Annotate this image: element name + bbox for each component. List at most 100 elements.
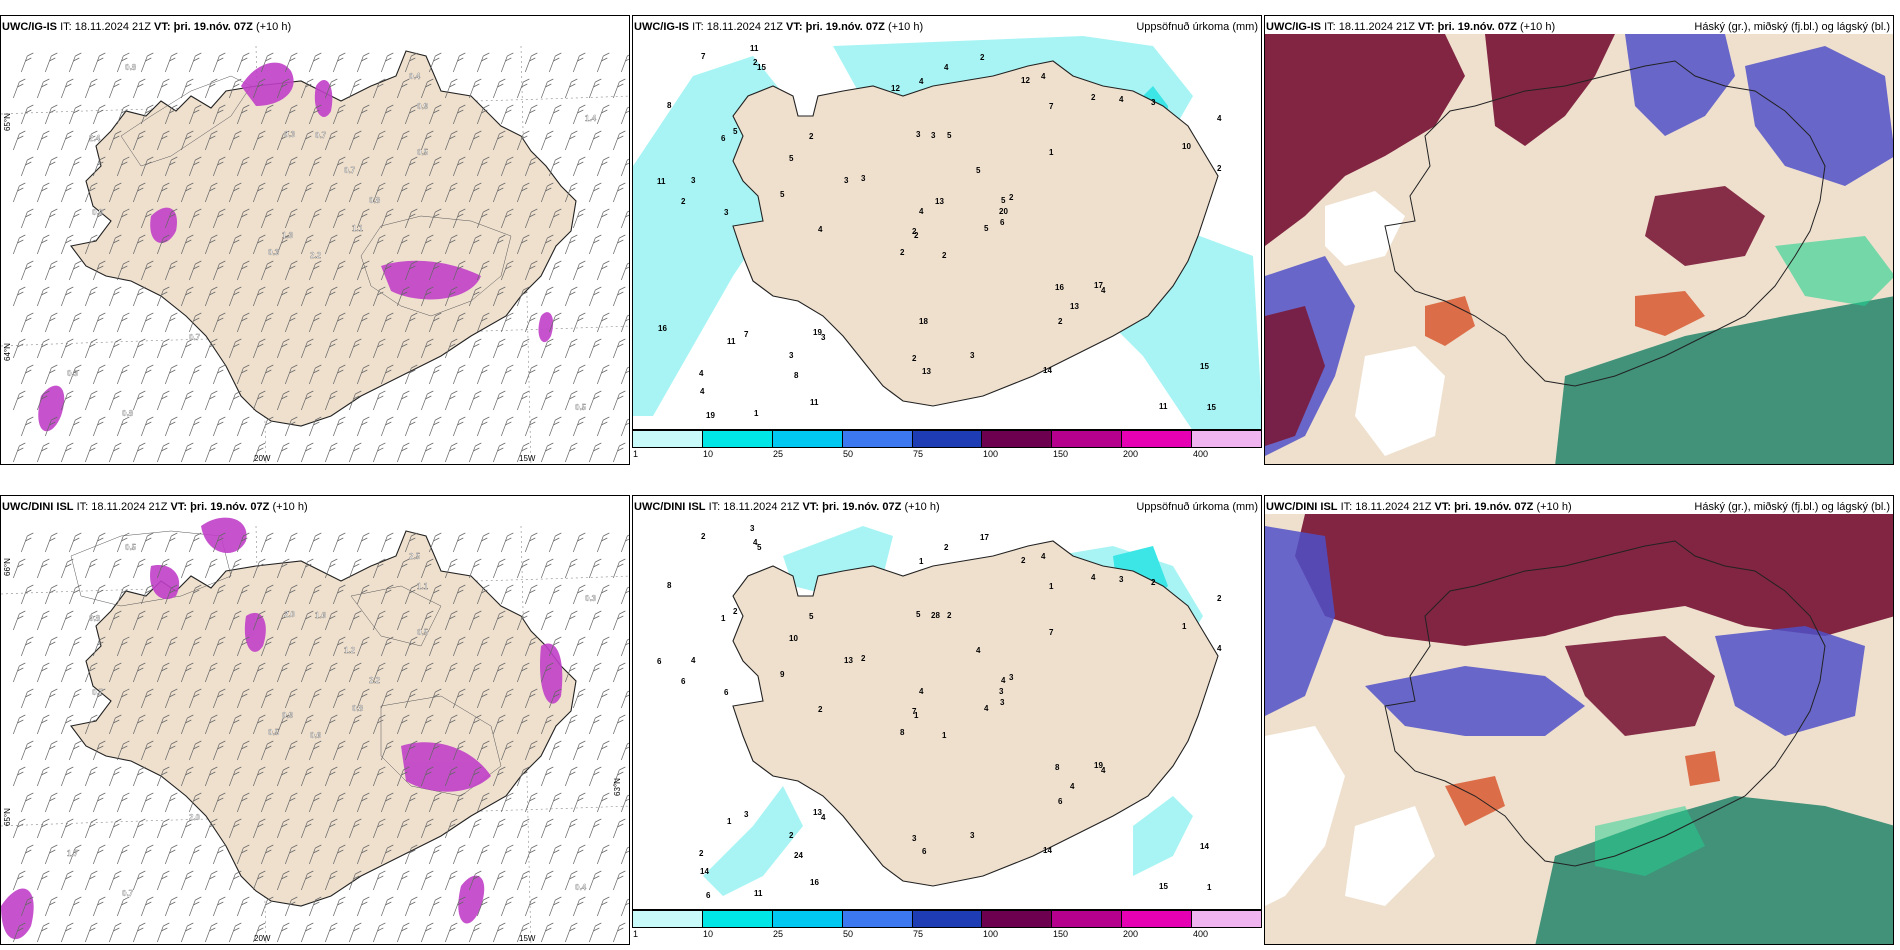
wind-barb [348, 442, 362, 463]
wind-barb [12, 338, 26, 359]
wind-barb [396, 714, 410, 735]
wind-barb [300, 442, 314, 463]
wind-barb [540, 922, 554, 943]
wind-barb [492, 662, 506, 683]
wind-barb [68, 688, 82, 709]
wind-barb [212, 364, 226, 385]
wind-barb [476, 844, 490, 865]
wind-barb [612, 130, 626, 151]
wind-barb [252, 610, 266, 631]
wind-barb [212, 896, 226, 917]
wind-barb [476, 636, 490, 657]
map-value-label: 2 [1217, 594, 1222, 603]
bottom-mid-map: UWC/DINI ISL IT: 18.11.2024 21Z VT: þri.… [632, 495, 1262, 910]
wind-barb [204, 766, 218, 787]
map-value-label: 2 [699, 849, 704, 858]
wind-barb [348, 234, 362, 255]
wind-barb [428, 636, 442, 657]
wind-barb [572, 260, 586, 281]
colorbar-tick-label: 150 [1053, 449, 1069, 459]
wind-barb [180, 182, 194, 203]
wind-barb [588, 442, 602, 463]
map-value-label: 4 [1001, 676, 1006, 685]
wind-barb [84, 234, 98, 255]
bottom-right-map: UWC/DINI ISL IT: 18.11.2024 21Z VT: þri.… [1264, 495, 1894, 945]
map-value-label: 4 [1101, 286, 1106, 295]
wind-barb [596, 792, 610, 813]
wind-barb [564, 766, 578, 787]
map-value-label: 0.9 [92, 208, 104, 217]
wind-barb [228, 286, 242, 307]
wind-barb [596, 52, 610, 73]
wind-barb [548, 104, 562, 125]
wind-barb [548, 532, 562, 553]
map-value-label: 4 [919, 77, 924, 86]
wind-barb [620, 846, 629, 865]
wind-barb [188, 792, 202, 813]
map-value-label: 0.5 [268, 728, 280, 737]
wind-barb [420, 286, 434, 307]
wind-barb [612, 714, 626, 735]
map-value-label: 2 [701, 532, 706, 541]
wind-barb [68, 156, 82, 177]
wind-barb [68, 584, 82, 605]
wind-barb [44, 260, 58, 281]
wind-barb [564, 182, 578, 203]
bottom-left-map: UWC/DINI ISL IT: 18.11.2024 21Z VT: þri.… [0, 495, 630, 945]
wind-barb [476, 364, 490, 385]
wind-barb [308, 688, 322, 709]
wind-barb [524, 416, 538, 437]
wind-barb [68, 844, 82, 865]
top-mid-panel: UWC/IG-IS IT: 18.11.2024 21Z VT: þri. 19… [632, 15, 1262, 465]
wind-barb [260, 364, 274, 385]
wind-barb [524, 636, 538, 657]
wind-barb [228, 870, 242, 891]
wind-barb [68, 52, 82, 73]
wind-barb [372, 286, 386, 307]
wind-barb [396, 766, 410, 787]
wind-barb [324, 286, 338, 307]
wind-barb [36, 390, 50, 411]
map-value-label: 3 [691, 176, 696, 185]
wind-barb [380, 156, 394, 177]
wind-barb [404, 688, 418, 709]
wind-barb [548, 364, 562, 385]
precip-colorbar: 1 10 25 50 75 100 150 200 400 [632, 430, 1262, 460]
wind-barb [324, 78, 338, 99]
wind-barb [444, 390, 458, 411]
wind-barb [428, 896, 442, 917]
wind-barb [68, 364, 82, 385]
wind-barb [372, 766, 386, 787]
map-value-label: 4 [818, 225, 823, 234]
wind-barb [428, 260, 442, 281]
iceland-landmass [732, 60, 1219, 407]
map-value-label: 0.5 [417, 148, 429, 157]
wind-barb [228, 182, 242, 203]
wind-barb [116, 364, 130, 385]
wind-barb [540, 766, 554, 787]
wind-barb [380, 208, 394, 229]
map-value-label: 2 [681, 197, 686, 206]
wind-barb [452, 52, 466, 73]
wind-barb [324, 390, 338, 411]
map-value-label: 0.8 [369, 196, 381, 205]
wind-barb [140, 416, 154, 437]
top-mid-header: UWC/IG-IS IT: 18.11.2024 21Z VT: þri. 19… [634, 21, 1258, 33]
wind-barb [540, 662, 554, 683]
wind-barb [188, 104, 202, 125]
wind-barb [140, 364, 154, 385]
wind-barb [332, 688, 346, 709]
wind-barb [548, 156, 562, 177]
wind-barb [300, 870, 314, 891]
wind-barb [68, 636, 82, 657]
map-value-label: 0.8 [352, 704, 364, 713]
wind-barb [300, 610, 314, 631]
wind-barb [308, 260, 322, 281]
wind-barb [444, 766, 458, 787]
wind-barb [180, 130, 194, 151]
wind-barb [20, 584, 34, 605]
colorbar-strip [632, 430, 1262, 448]
wind-barb [348, 338, 362, 359]
wind-barb [36, 286, 50, 307]
wind-barb [300, 286, 314, 307]
